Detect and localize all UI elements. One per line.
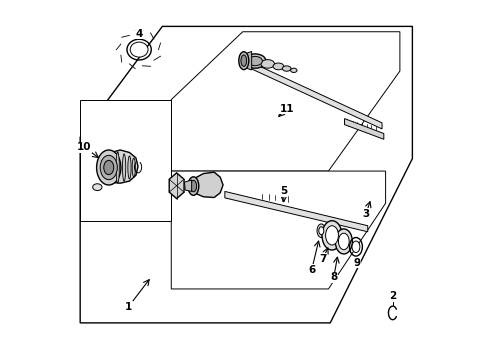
- Ellipse shape: [261, 60, 274, 68]
- Ellipse shape: [122, 154, 125, 181]
- Text: 5: 5: [280, 186, 287, 197]
- Ellipse shape: [247, 57, 262, 66]
- Ellipse shape: [188, 177, 198, 195]
- Ellipse shape: [272, 63, 283, 70]
- Polygon shape: [184, 180, 191, 192]
- Ellipse shape: [351, 241, 359, 252]
- Text: 2: 2: [388, 291, 396, 301]
- Text: 9: 9: [353, 258, 360, 268]
- Ellipse shape: [100, 156, 117, 180]
- Ellipse shape: [244, 54, 265, 68]
- Ellipse shape: [93, 184, 102, 190]
- Ellipse shape: [103, 160, 114, 175]
- Ellipse shape: [325, 226, 338, 245]
- Ellipse shape: [130, 42, 148, 57]
- Polygon shape: [190, 172, 223, 198]
- Polygon shape: [171, 32, 399, 171]
- Polygon shape: [169, 173, 183, 199]
- Ellipse shape: [338, 233, 348, 249]
- Ellipse shape: [335, 229, 352, 254]
- Text: 6: 6: [307, 265, 315, 275]
- Text: 10: 10: [77, 142, 92, 152]
- Text: 1: 1: [124, 302, 132, 312]
- Polygon shape: [244, 59, 381, 129]
- Ellipse shape: [290, 68, 296, 72]
- Ellipse shape: [116, 152, 119, 183]
- Text: 4: 4: [135, 28, 142, 39]
- Polygon shape: [171, 171, 385, 289]
- Polygon shape: [80, 100, 171, 221]
- Ellipse shape: [190, 180, 196, 192]
- Ellipse shape: [97, 150, 121, 185]
- Polygon shape: [240, 51, 251, 70]
- Polygon shape: [80, 26, 411, 323]
- Ellipse shape: [322, 221, 341, 250]
- Ellipse shape: [241, 55, 246, 66]
- Text: 11: 11: [279, 104, 293, 113]
- Ellipse shape: [282, 66, 290, 71]
- Ellipse shape: [318, 227, 323, 235]
- Polygon shape: [224, 192, 367, 232]
- Ellipse shape: [127, 156, 131, 179]
- Ellipse shape: [316, 224, 325, 238]
- Ellipse shape: [132, 158, 135, 177]
- Text: 8: 8: [329, 272, 337, 282]
- Polygon shape: [344, 118, 383, 139]
- Text: 7: 7: [319, 253, 326, 264]
- Polygon shape: [109, 150, 138, 183]
- Text: 3: 3: [362, 209, 369, 219]
- Ellipse shape: [238, 52, 248, 69]
